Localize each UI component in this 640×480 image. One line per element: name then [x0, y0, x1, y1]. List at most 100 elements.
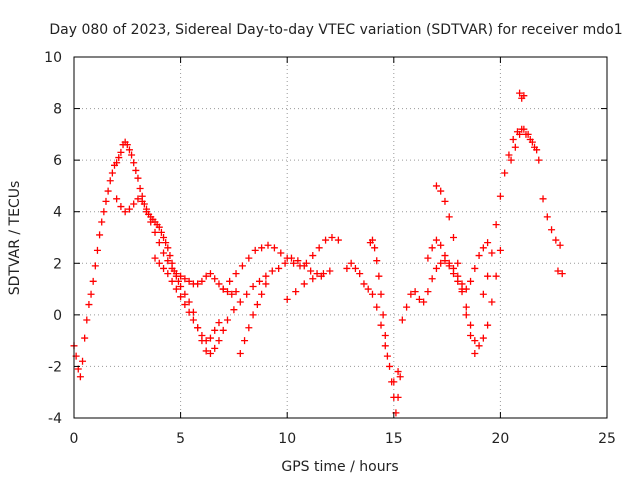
data-point — [373, 257, 381, 265]
data-point — [243, 290, 251, 298]
data-point — [224, 288, 232, 296]
data-point — [471, 337, 479, 345]
data-point — [467, 277, 475, 285]
data-point — [172, 270, 180, 278]
y-tick-label: 6 — [53, 153, 62, 169]
data-point — [238, 262, 246, 270]
y-tick-label: -4 — [48, 411, 62, 427]
data-point — [215, 319, 223, 327]
data-point — [428, 244, 436, 252]
data-point — [206, 270, 214, 278]
y-tick-label: 4 — [53, 205, 62, 221]
data-point — [556, 241, 564, 249]
series-track-11 — [398, 239, 492, 324]
data-point — [381, 342, 389, 350]
data-point — [484, 272, 492, 280]
data-point — [509, 136, 517, 144]
data-point — [383, 352, 391, 360]
data-point — [558, 270, 566, 278]
data-point — [226, 277, 234, 285]
data-point — [89, 277, 97, 285]
data-point — [458, 285, 466, 293]
data-point — [142, 208, 150, 216]
data-point — [172, 285, 180, 293]
data-point — [445, 262, 453, 270]
data-point — [424, 254, 432, 262]
data-point — [432, 236, 440, 244]
data-point — [533, 146, 541, 154]
data-point — [528, 138, 536, 146]
series-track-13 — [432, 182, 479, 358]
data-point — [202, 347, 210, 355]
data-point — [309, 252, 317, 260]
x-tick-label: 20 — [491, 431, 509, 447]
data-point — [194, 324, 202, 332]
x-axis-label: GPS time / hours — [281, 459, 398, 475]
data-point — [211, 344, 219, 352]
data-point — [249, 282, 257, 290]
series-track-3 — [151, 254, 223, 345]
data-point — [317, 272, 325, 280]
data-points — [70, 89, 566, 417]
data-point — [343, 264, 351, 272]
data-point — [164, 244, 172, 252]
data-point — [177, 272, 185, 280]
series-track-17 — [554, 267, 566, 278]
data-point — [168, 264, 176, 272]
data-point — [202, 337, 210, 345]
data-point — [232, 288, 240, 296]
data-point — [290, 259, 298, 267]
data-point — [168, 277, 176, 285]
series-track-7 — [283, 272, 325, 303]
data-point — [79, 357, 87, 365]
data-point — [106, 177, 114, 185]
data-point — [507, 156, 515, 164]
data-point — [258, 244, 266, 252]
data-point — [420, 298, 428, 306]
data-point — [219, 326, 227, 334]
data-point — [102, 197, 110, 205]
data-point — [394, 368, 402, 376]
data-point — [437, 187, 445, 195]
data-point — [151, 228, 159, 236]
data-point — [85, 301, 93, 309]
data-point — [552, 236, 560, 244]
series-track-16 — [516, 89, 528, 102]
data-point — [334, 236, 342, 244]
series-track-12 — [424, 236, 504, 350]
data-point — [262, 280, 270, 288]
data-point — [224, 316, 232, 324]
data-point — [251, 246, 259, 254]
data-point — [115, 154, 123, 162]
data-point — [492, 221, 500, 229]
data-point — [198, 331, 206, 339]
data-point — [484, 239, 492, 247]
data-point — [228, 290, 236, 298]
data-point — [375, 272, 383, 280]
data-point — [322, 236, 330, 244]
series-track-1 — [70, 138, 227, 381]
data-point — [475, 252, 483, 260]
data-point — [449, 270, 457, 278]
data-point — [398, 316, 406, 324]
data-point — [268, 267, 276, 275]
data-point — [181, 290, 189, 298]
data-point — [360, 280, 368, 288]
data-point — [230, 306, 238, 314]
chart-title: Day 080 of 2023, Sidereal Day-to-day VTE… — [49, 22, 622, 38]
data-point — [117, 148, 125, 156]
data-point — [123, 141, 131, 149]
data-point — [132, 166, 140, 174]
x-tick-label: 0 — [70, 431, 79, 447]
data-point — [245, 254, 253, 262]
data-point — [539, 195, 547, 203]
data-point — [162, 239, 170, 247]
data-point — [441, 252, 449, 260]
data-point — [479, 334, 487, 342]
data-point — [462, 311, 470, 319]
data-point — [424, 288, 432, 296]
data-point — [475, 342, 483, 350]
data-point — [520, 92, 528, 100]
data-point — [328, 234, 336, 241]
x-tick-label: 15 — [385, 431, 403, 447]
